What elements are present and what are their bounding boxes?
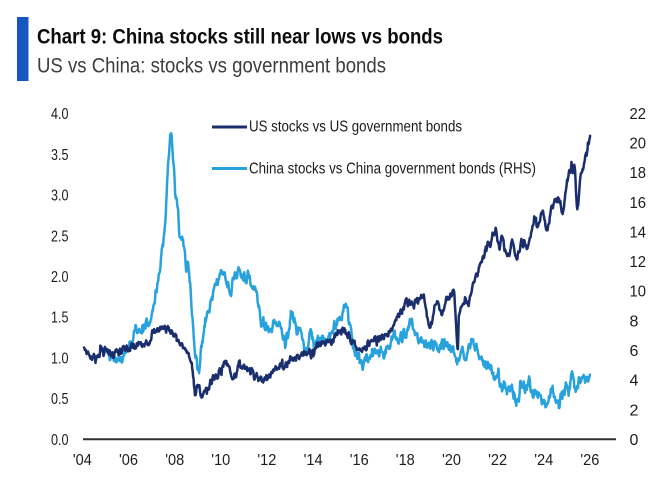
svg-text:'24: '24 xyxy=(534,452,553,469)
svg-text:US vs China: stocks vs governm: US vs China: stocks vs government bonds xyxy=(37,54,386,78)
svg-text:16: 16 xyxy=(630,195,647,212)
svg-text:12: 12 xyxy=(630,254,647,271)
svg-text:20: 20 xyxy=(630,136,647,153)
svg-text:4.0: 4.0 xyxy=(51,106,69,123)
svg-text:3.5: 3.5 xyxy=(51,147,69,164)
svg-text:10: 10 xyxy=(630,284,647,301)
svg-text:'14: '14 xyxy=(304,452,323,469)
svg-text:'20: '20 xyxy=(442,452,461,469)
svg-text:2.5: 2.5 xyxy=(51,228,69,245)
svg-text:'12: '12 xyxy=(257,452,276,469)
svg-text:US stocks vs US government bon: US stocks vs US government bonds xyxy=(249,119,462,136)
svg-text:0.0: 0.0 xyxy=(51,432,69,449)
svg-text:'06: '06 xyxy=(119,452,138,469)
svg-text:8: 8 xyxy=(630,313,639,330)
svg-text:22: 22 xyxy=(630,106,647,123)
svg-text:1.5: 1.5 xyxy=(51,310,69,327)
svg-text:1.0: 1.0 xyxy=(51,351,69,368)
svg-text:14: 14 xyxy=(630,224,647,241)
svg-text:18: 18 xyxy=(630,165,647,182)
svg-text:'10: '10 xyxy=(211,452,230,469)
svg-text:'22: '22 xyxy=(488,452,507,469)
svg-text:0.5: 0.5 xyxy=(51,391,69,408)
svg-text:'16: '16 xyxy=(350,452,369,469)
svg-text:'26: '26 xyxy=(580,452,599,469)
svg-text:Chart 9: China stocks still ne: Chart 9: China stocks still near lows vs… xyxy=(37,26,443,49)
svg-text:6: 6 xyxy=(630,343,639,360)
svg-text:2: 2 xyxy=(630,402,639,419)
svg-text:'08: '08 xyxy=(165,452,184,469)
svg-text:3.0: 3.0 xyxy=(51,188,69,205)
svg-text:'18: '18 xyxy=(396,452,415,469)
svg-text:China stocks vs China governme: China stocks vs China government bonds (… xyxy=(249,161,536,178)
svg-text:'04: '04 xyxy=(73,452,92,469)
svg-text:2.0: 2.0 xyxy=(51,269,69,286)
svg-text:0: 0 xyxy=(630,432,639,449)
svg-text:4: 4 xyxy=(630,373,639,390)
